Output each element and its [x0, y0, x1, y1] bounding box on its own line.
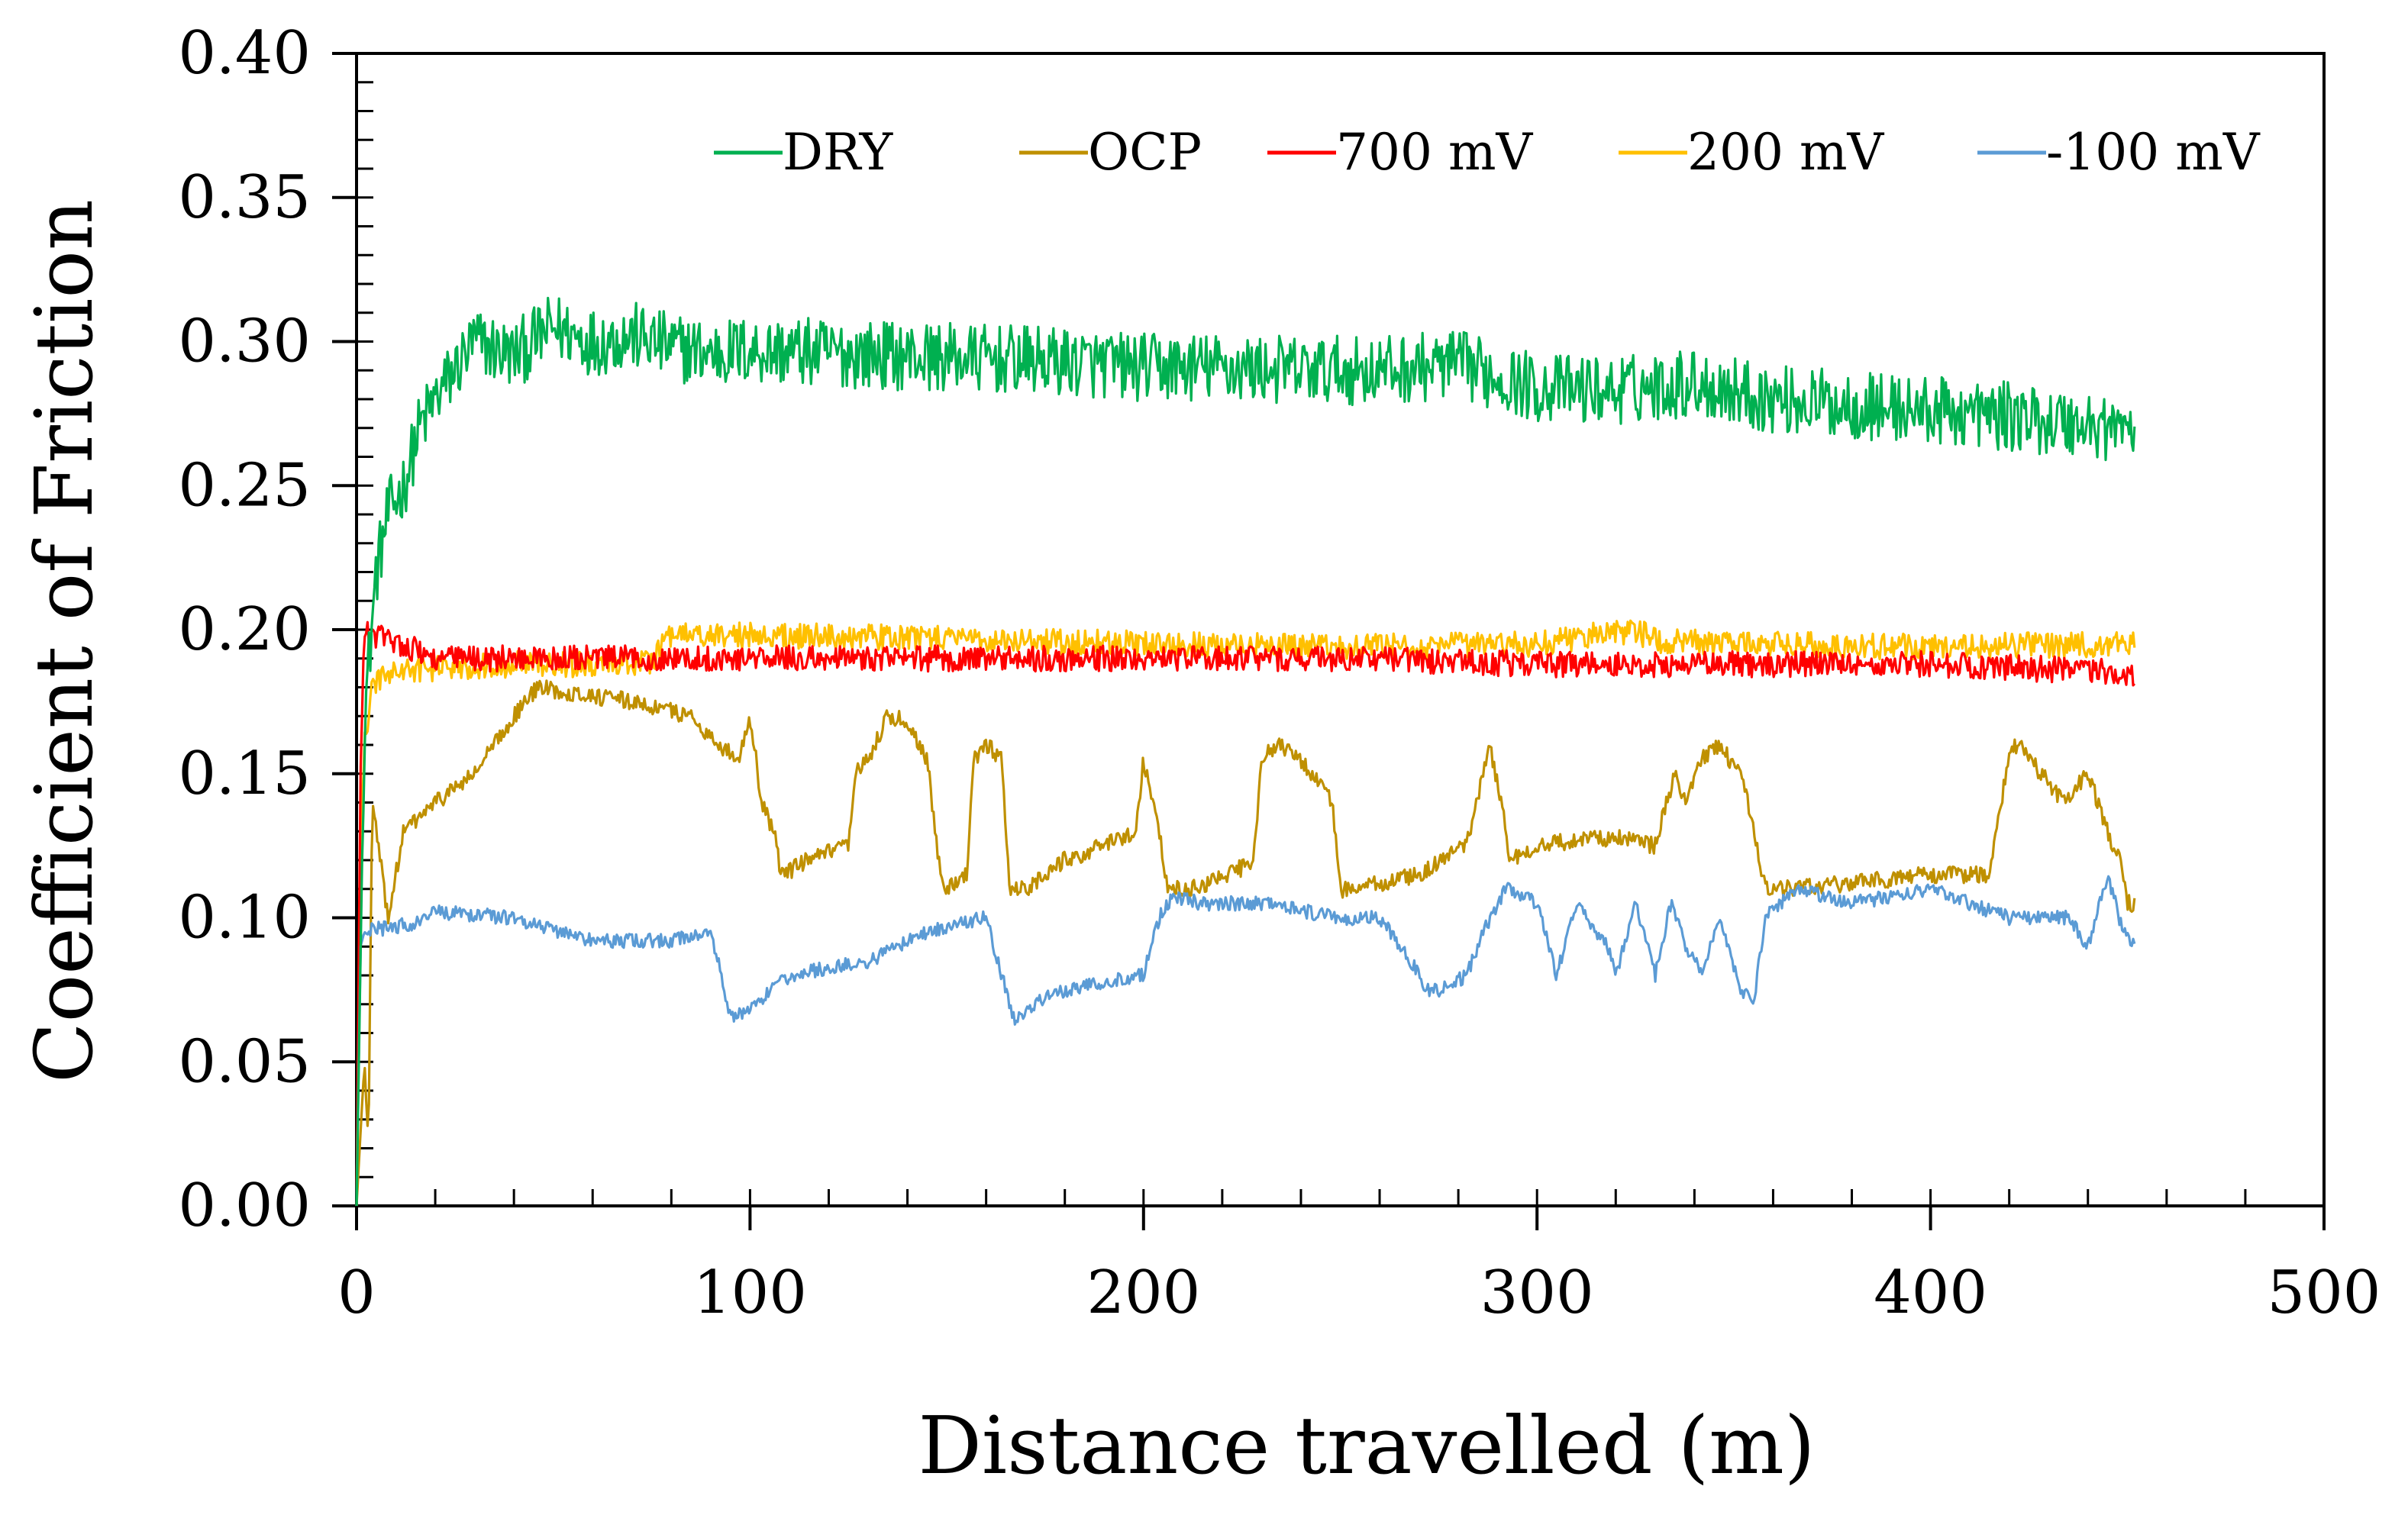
x-tick-label: 300: [1480, 1259, 1594, 1327]
y-tick-label: 0.00: [178, 1172, 311, 1240]
y-tick-label: 0.40: [178, 19, 311, 88]
series-line-700mv: [355, 621, 2136, 1207]
axes: 0.00 0.05 0.10 0.15 0.20 0.25 0.30 0.35 0.40 0 100…: [178, 19, 2381, 1327]
x-tick-label: 0: [337, 1259, 376, 1327]
legend-label: 200 mV: [1687, 123, 1885, 182]
x-axis-title: Distance travelled (m): [918, 1399, 1816, 1492]
legend: DRY OCP 700 mV 200 mV -100 mV: [714, 123, 2261, 182]
y-axis-title: Coefficient of Friction: [18, 199, 111, 1083]
legend-label: OCP: [1088, 123, 1202, 182]
series-line--100mv: [355, 875, 2136, 1207]
y-tick-label: 0.10: [178, 884, 311, 953]
x-tick-label: 500: [2268, 1259, 2381, 1327]
x-tick-label: 200: [1086, 1259, 1200, 1327]
legend-label: DRY: [783, 123, 894, 182]
y-tick-label: 0.35: [178, 163, 311, 232]
y-tick-label: 0.15: [178, 740, 311, 808]
series-line-ocp: [355, 679, 2136, 1207]
y-tick-label: 0.30: [178, 308, 311, 376]
y-tick-label: 0.20: [178, 595, 311, 664]
series-line-dry: [355, 296, 2136, 1207]
plot-frame: [355, 52, 2326, 1207]
legend-label: 700 mV: [1336, 123, 1534, 182]
legend-label: -100 mV: [2046, 123, 2261, 182]
y-tick-label: 0.05: [178, 1027, 311, 1096]
x-tick-label: 400: [1874, 1259, 1987, 1327]
y-tick-label: 0.25: [178, 451, 311, 520]
plot-area-series: [355, 296, 2136, 1207]
x-tick-label: 100: [693, 1259, 807, 1327]
